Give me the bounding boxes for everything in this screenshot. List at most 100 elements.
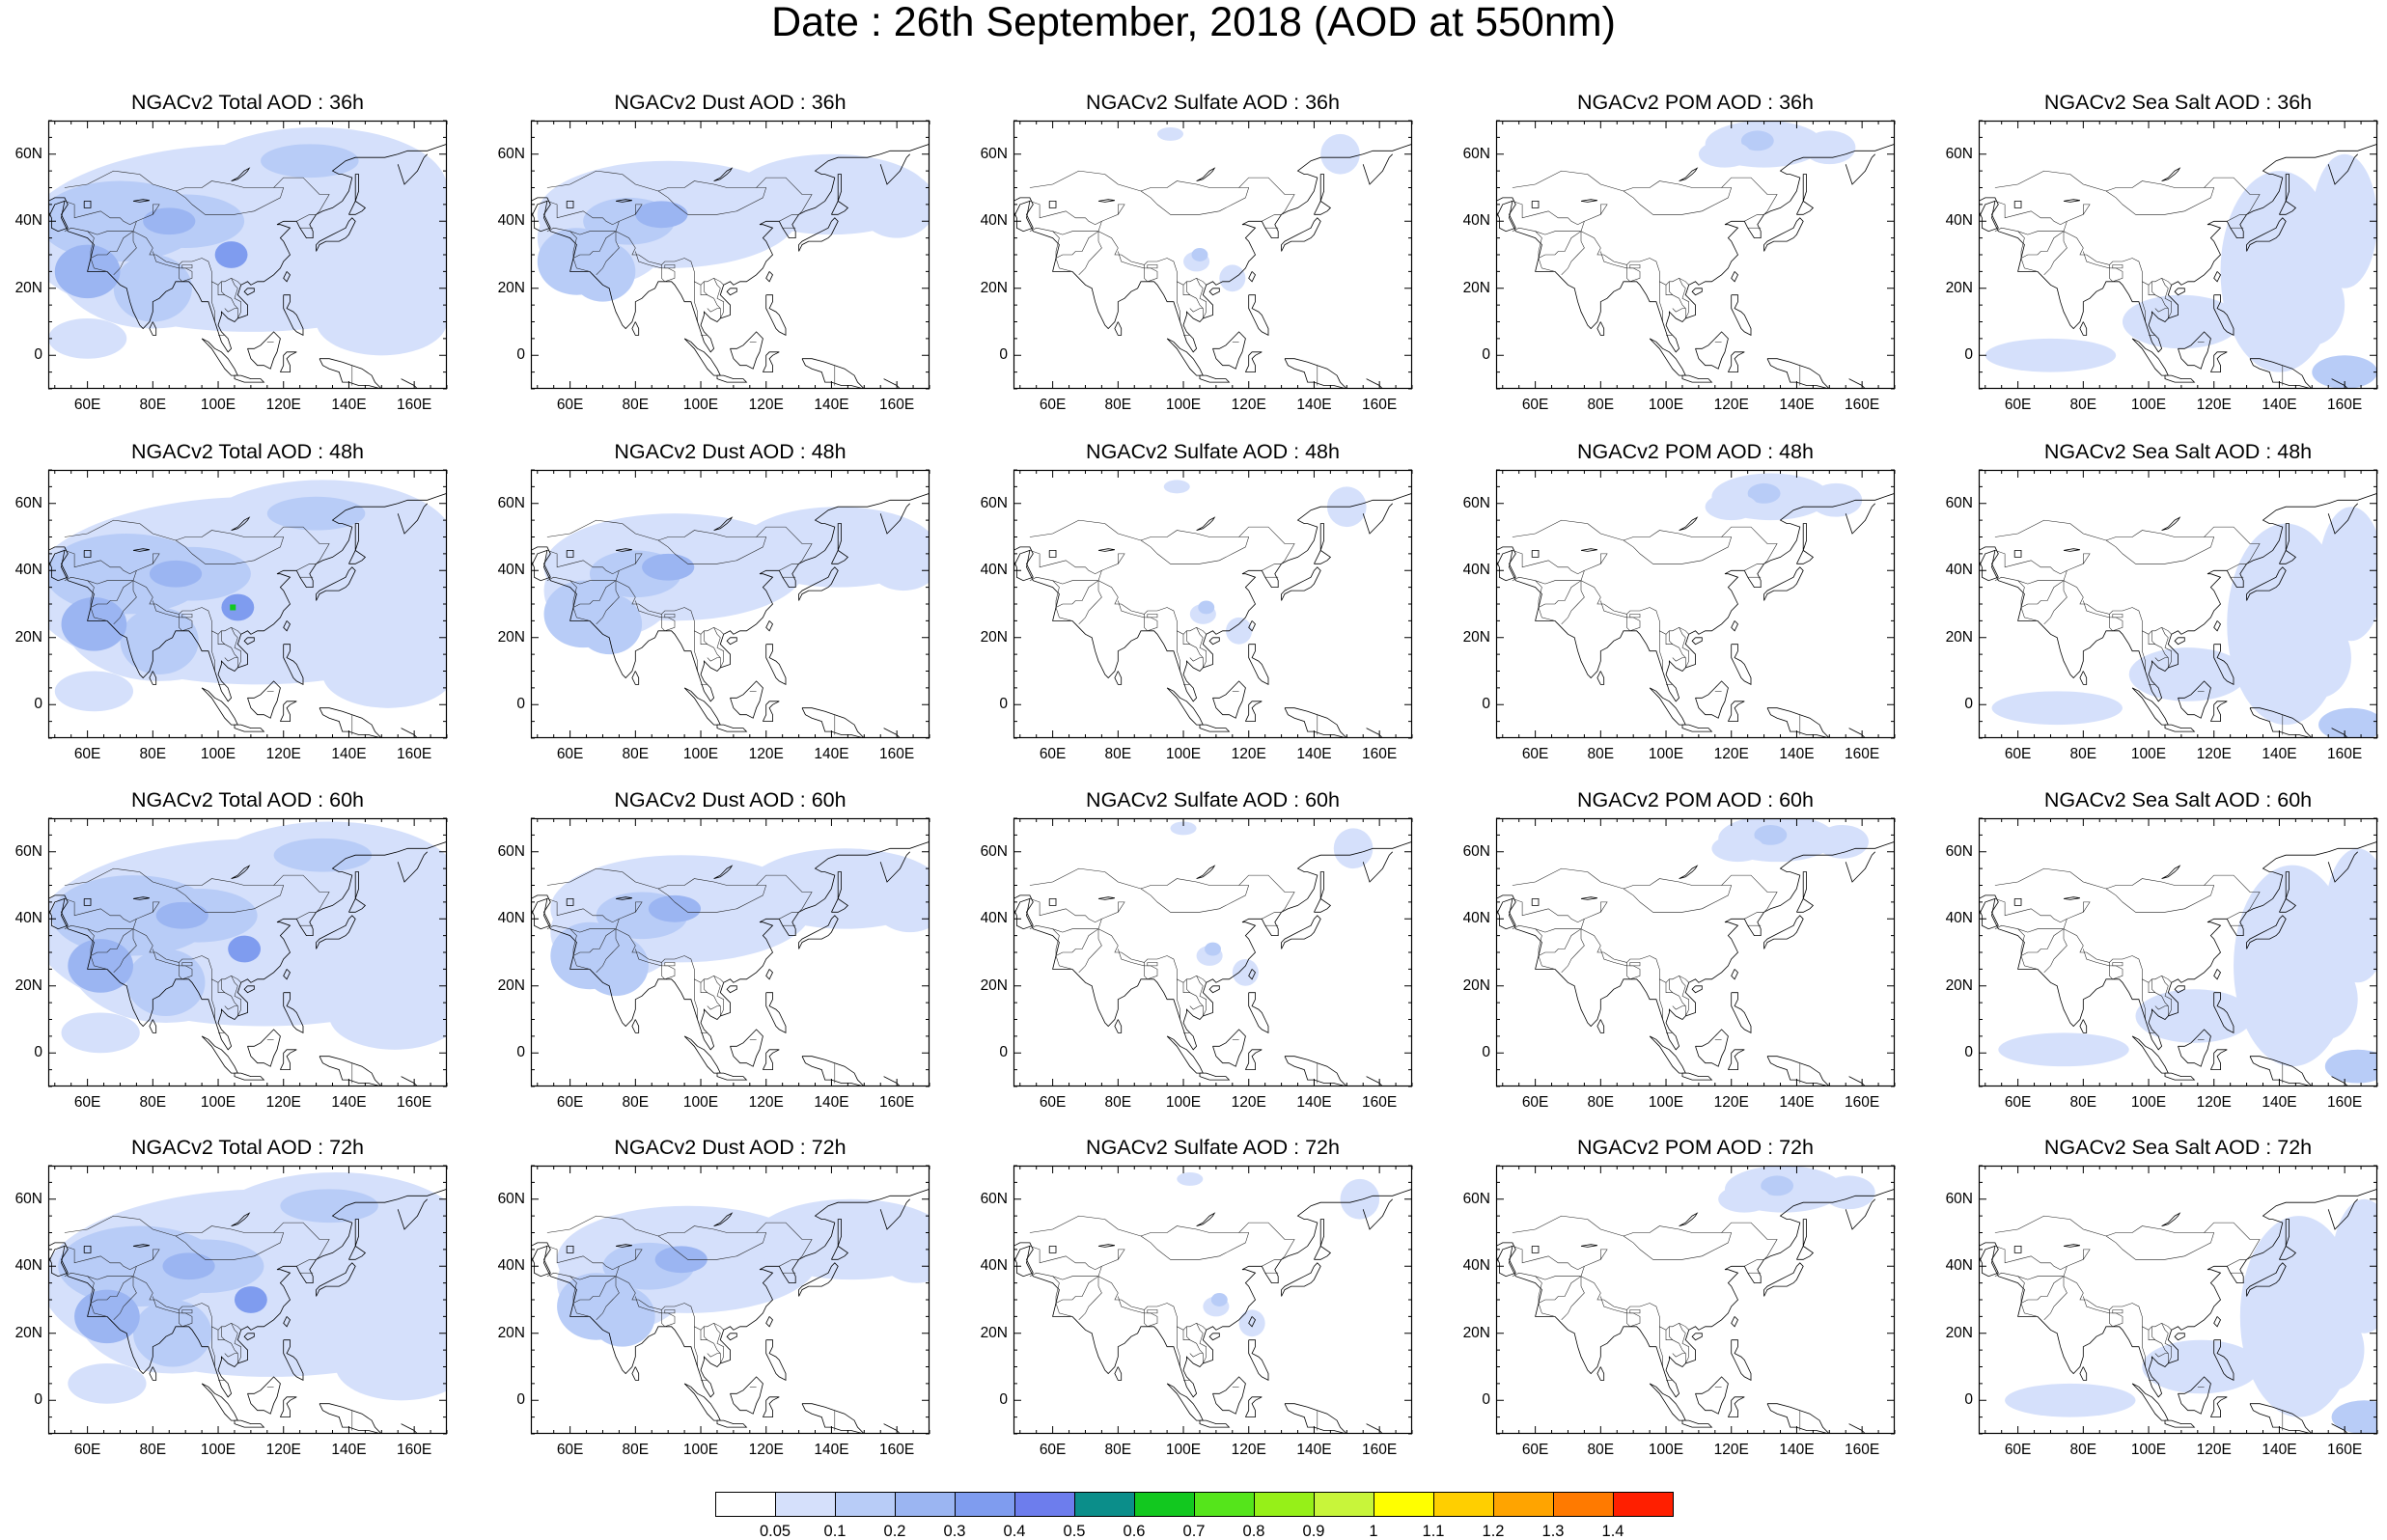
colorbar-label: 1.3 [1541, 1523, 1565, 1540]
longitude-tick-label: 120E [1713, 397, 1749, 413]
latitude-tick-label: 60N [980, 494, 1008, 511]
longitude-tick-label: 80E [139, 1442, 167, 1458]
longitude-tick-label: 160E [2327, 397, 2363, 413]
country-border [211, 630, 215, 672]
country-border [64, 898, 137, 923]
aerosol-area [266, 496, 366, 531]
country-border [1679, 976, 1689, 1017]
colorbar-label: 1 [1369, 1523, 1378, 1540]
longitude-tick-label: 100E [1648, 746, 1684, 762]
country-border [1052, 231, 1060, 259]
panel-title: NGACv2 POM AOD : 48h [1577, 440, 1814, 463]
coastline [283, 1339, 304, 1382]
country-border [1118, 901, 1125, 913]
country-border [657, 187, 767, 215]
longitude-tick-label: 80E [1104, 397, 1132, 413]
coastline [1802, 1219, 1807, 1247]
country-border [635, 1249, 643, 1260]
coastline [883, 728, 901, 738]
country-border [1078, 928, 1102, 973]
country-border [1600, 1296, 1627, 1314]
coastline [1848, 728, 1866, 738]
country-border [181, 264, 193, 269]
coastline [1362, 1198, 1393, 1230]
country-border [1029, 204, 1119, 235]
coastline [48, 546, 69, 582]
coastline [566, 898, 574, 906]
country-border [657, 885, 767, 913]
coastline [354, 1219, 359, 1247]
country-border [1078, 580, 1102, 624]
country-border [1659, 978, 1663, 1020]
coastline [765, 969, 773, 980]
country-border [1672, 308, 1686, 313]
longitude-tick-label: 60E [73, 746, 101, 762]
country-border [2105, 536, 2215, 564]
coastline [1979, 492, 2377, 702]
country-border [694, 978, 698, 1020]
aerosol-area [576, 593, 643, 655]
country-border [2020, 231, 2065, 259]
coastline [1596, 1019, 1605, 1033]
aerosol-area [261, 144, 359, 179]
country-border [1600, 600, 1627, 619]
coastline [1248, 969, 1256, 980]
country-border [64, 901, 153, 933]
country-border [635, 901, 643, 913]
coastline [801, 707, 865, 738]
longitude-tick-label: 120E [265, 1094, 301, 1111]
coastline [1366, 1076, 1383, 1086]
country-border [1538, 231, 1582, 259]
longitude-tick-label: 160E [1845, 397, 1880, 413]
longitude-tick-label: 120E [748, 397, 784, 413]
coastline [2079, 1366, 2088, 1381]
country-border [2020, 955, 2038, 970]
coastline [280, 1396, 297, 1417]
coastline [765, 620, 773, 632]
coastline [1731, 644, 1752, 686]
colorbar-label: 0.8 [1242, 1523, 1265, 1540]
country-border [1679, 1323, 1689, 1364]
coastline [765, 294, 787, 337]
country-border [1626, 965, 1641, 980]
latitude-tick-label: 0 [34, 346, 42, 364]
latitude-tick-label: 0 [516, 1044, 525, 1061]
colorbar-swatch [1014, 1492, 1075, 1517]
country-border [596, 1276, 620, 1320]
coastline [2131, 1383, 2169, 1421]
longitude-tick-label: 160E [1845, 1442, 1880, 1458]
coastline [1766, 358, 1830, 389]
coastline [1580, 199, 1597, 203]
latitude-tick-label: 40N [497, 212, 525, 230]
coastline [2213, 1339, 2234, 1382]
coastline [1166, 1383, 1204, 1421]
coastline [1802, 523, 1807, 551]
coastline [2213, 271, 2221, 283]
country-border [2109, 965, 2123, 980]
country-border [1078, 231, 1102, 275]
country-border [569, 928, 577, 956]
coastline [283, 992, 304, 1034]
colorbar-label: 0.5 [1063, 1523, 1086, 1540]
country-border [1538, 955, 1555, 970]
country-border [635, 553, 643, 564]
aerosol-area [61, 1012, 140, 1054]
coastline [1196, 865, 1216, 879]
country-border [2154, 1353, 2169, 1358]
coastline [1208, 288, 1220, 296]
country-border [1629, 962, 1641, 967]
country-border [1600, 251, 1627, 269]
country-border [175, 187, 285, 215]
country-border [1512, 898, 1585, 923]
country-border [707, 657, 721, 662]
coastline [1496, 840, 1895, 1051]
coastline [1845, 1198, 1875, 1230]
latitude-tick-label: 60N [1945, 842, 1973, 860]
longitude-tick-label: 160E [879, 1442, 915, 1458]
aerosol-area [1705, 493, 1758, 521]
coastline [2246, 217, 2287, 252]
coastline [615, 1244, 632, 1248]
coastline [1766, 707, 1830, 738]
longitude-tick-label: 120E [265, 1442, 301, 1458]
country-border [2154, 308, 2169, 313]
